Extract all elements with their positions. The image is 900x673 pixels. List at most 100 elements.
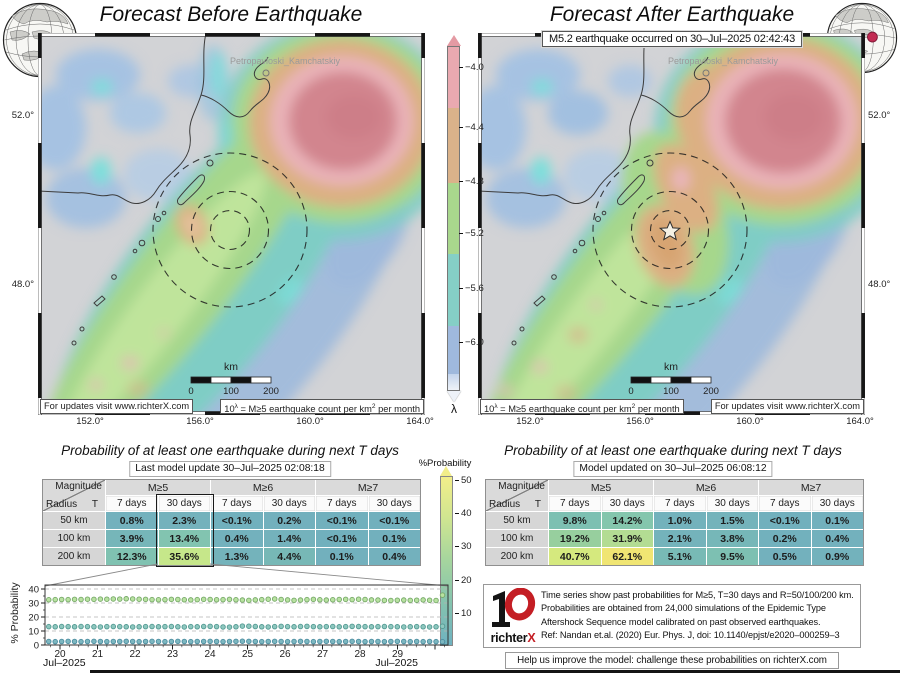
- magnitude-group-header: M≥6: [211, 480, 315, 495]
- period-header: 30 days: [601, 496, 653, 511]
- data-point: [155, 624, 162, 630]
- magnitude-group-header: M≥5: [106, 480, 210, 495]
- probability-cell: 2.1%: [654, 530, 706, 547]
- data-point: [259, 638, 265, 645]
- lat-tick: 48.0°: [11, 279, 34, 290]
- chart-day-label: 21: [92, 649, 104, 660]
- data-point: [175, 596, 181, 603]
- data-point: [297, 597, 304, 603]
- legend-tail: per month: [375, 404, 420, 415]
- data-point: [265, 638, 271, 645]
- data-point: [110, 623, 117, 630]
- data-point: [310, 638, 317, 645]
- data-point: [317, 638, 323, 645]
- period-header: 7 days: [316, 496, 368, 511]
- data-point: [117, 623, 123, 630]
- data-point: [439, 639, 446, 645]
- map-frame: [38, 33, 425, 37]
- data-point: [233, 638, 239, 645]
- table-title-left: Probability of at least one earthquake d…: [61, 443, 399, 458]
- data-point: [52, 624, 58, 630]
- lon-tick: 156.0°: [626, 416, 654, 427]
- data-point: [246, 623, 252, 629]
- data-point: [194, 596, 200, 603]
- radius-circles: [592, 152, 748, 308]
- data-point: [304, 596, 310, 603]
- data-point: [336, 624, 342, 630]
- legend-sup2: 2: [631, 403, 636, 410]
- coastline: [478, 33, 711, 346]
- lon-tick: 156.0°: [186, 416, 214, 427]
- probability-cell: 0.1%: [368, 530, 420, 547]
- lon-tick: 160.0°: [736, 416, 764, 427]
- probability-timeseries-chart: 0 10 20 30 40 20 21 22 23 24 25 26 27 28 29: [28, 584, 449, 660]
- earthquake-banner: M5.2 earthquake occurred on 30–Jul–2025 …: [540, 30, 804, 48]
- epicenter-star-icon: [658, 220, 682, 241]
- data-point: [207, 623, 213, 630]
- data-point: [342, 596, 349, 603]
- data-point: [433, 597, 439, 604]
- data-point: [233, 597, 239, 603]
- probability-cell: 35.6%: [158, 548, 210, 565]
- probability-cell: 0.9%: [811, 548, 863, 565]
- data-point: [136, 638, 142, 645]
- chart-day-label: 24: [204, 649, 216, 660]
- data-point: [136, 624, 142, 630]
- data-point: [220, 624, 226, 630]
- data-point: [323, 597, 330, 603]
- lambda-tick: −5.2: [459, 228, 484, 239]
- probability-table-after: Magnitude Radius T M≥5 M≥6 M≥7 7 days 30 days 7 …: [485, 479, 864, 566]
- magnitude-group-header: M≥6: [654, 480, 758, 495]
- data-point: [368, 624, 375, 630]
- data-point: [265, 596, 271, 602]
- data-point: [362, 596, 368, 603]
- radius-header: 50 km: [486, 512, 548, 529]
- probability-cell: 3.8%: [706, 530, 758, 547]
- title-after: Forecast After Earthquake: [549, 3, 795, 26]
- data-point: [355, 596, 362, 602]
- probability-cell: 0.1%: [316, 548, 368, 565]
- info-line: Ref: Nandan et.al. (2020) Eur. Phys. J, …: [541, 630, 840, 641]
- updates-note: For updates visit www.richterX.com: [40, 399, 194, 414]
- data-point: [330, 638, 336, 645]
- data-point: [104, 638, 110, 645]
- challenge-link-banner[interactable]: Help us improve the model: challenge the…: [505, 652, 839, 669]
- period-header: 7 days: [106, 496, 158, 511]
- probability-cell: 1.5%: [706, 512, 758, 529]
- data-point: [239, 638, 246, 644]
- data-point: [297, 623, 304, 630]
- data-point: [149, 638, 155, 645]
- figure-bottom-edge: [90, 670, 900, 673]
- epicenter-dot-icon: [867, 31, 878, 43]
- data-point: [97, 596, 104, 602]
- prob-colorbar-arrow-up-icon: [440, 466, 452, 476]
- data-point: [142, 623, 149, 630]
- legend-base: 10: [484, 404, 495, 415]
- probability-cell: 62.1%: [601, 548, 653, 565]
- chart-day-label: 27: [317, 649, 329, 660]
- data-point: [181, 624, 188, 630]
- map-after-earthquake: km 0 100 200: [478, 33, 865, 415]
- scalebar-unit: km: [664, 361, 678, 373]
- data-point: [368, 597, 375, 603]
- data-point: [52, 638, 58, 645]
- data-point: [58, 596, 65, 603]
- data-point: [252, 623, 259, 630]
- scalebar-tick: 0: [628, 386, 633, 397]
- info-line: Aftershock Sequence model calibrated on …: [541, 616, 821, 627]
- data-point: [362, 623, 368, 630]
- data-point: [91, 638, 97, 645]
- probability-cell: 0.5%: [759, 548, 811, 565]
- map-before-earthquake: km 0 100 200: [38, 33, 425, 415]
- model-info-text: Time series show past probabilities for …: [541, 589, 857, 643]
- chart-month-label-right: Jul–2025: [375, 657, 418, 669]
- data-point: [104, 623, 110, 630]
- data-point: [155, 638, 162, 645]
- data-point: [252, 597, 259, 603]
- data-point: [317, 597, 323, 603]
- data-point: [65, 638, 71, 645]
- radius-header: 100 km: [43, 530, 105, 547]
- legend-sup: λ: [494, 403, 498, 410]
- probability-cell: 13.4%: [158, 530, 210, 547]
- probability-cell: 40.7%: [549, 548, 601, 565]
